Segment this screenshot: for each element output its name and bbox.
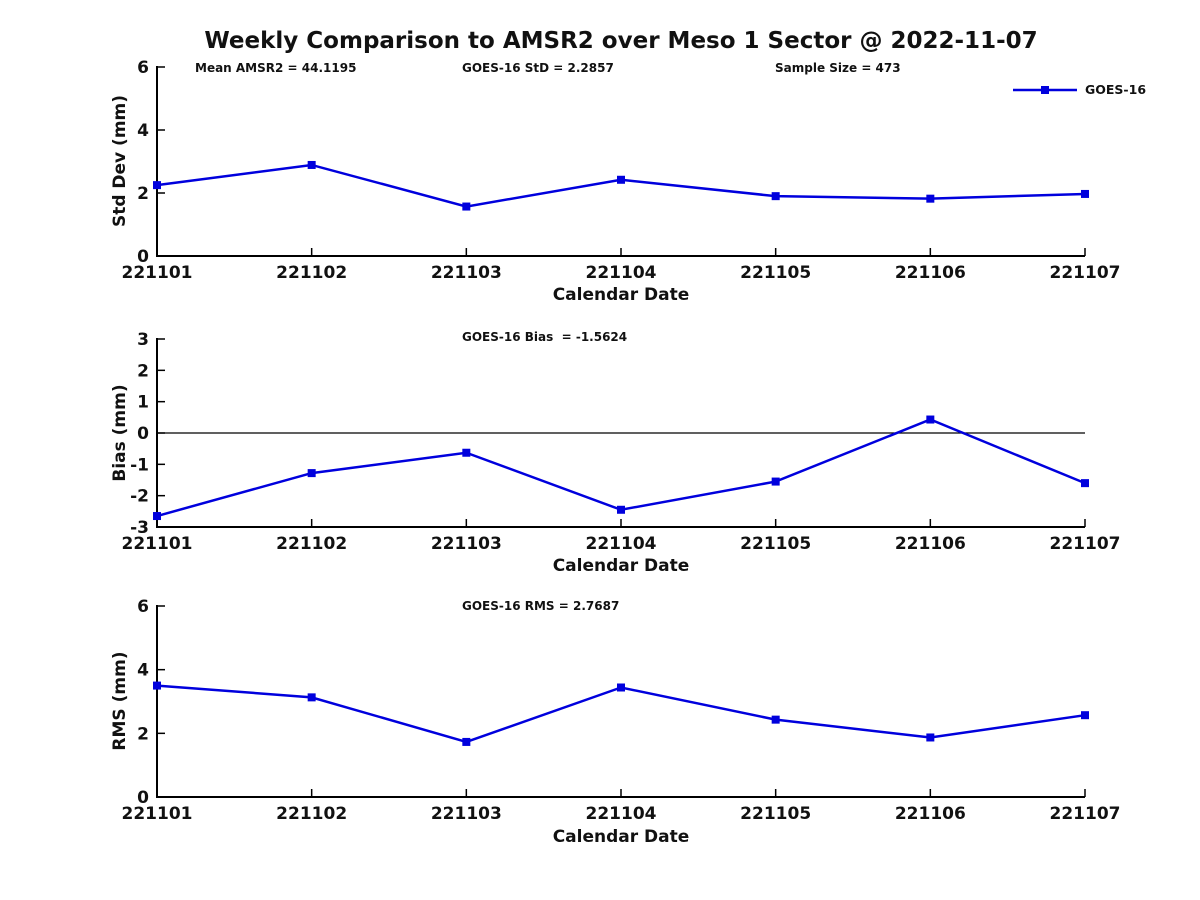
x-tick-label: 221102 [276,804,347,824]
y-tick-label: 3 [137,330,149,350]
data-point-marker [617,683,625,692]
data-point-marker [771,192,780,201]
x-tick-label: 221104 [586,263,657,283]
x-axis-label-1: Calendar Date [552,285,690,305]
data-point-marker [153,512,161,521]
data-point-marker [1081,711,1089,720]
y-tick-label: -3 [130,518,149,538]
y-tick-label: 2 [137,724,149,744]
y-tick-label: -1 [130,455,149,475]
data-point-marker [462,448,471,457]
legend-line-marker-icon [1013,85,1077,94]
x-axis-label-2: Calendar Date [552,556,690,576]
data-point-marker [617,505,625,514]
x-axis-label-3: Calendar Date [552,827,690,847]
data-point-marker [926,733,935,742]
legend: GOES-16 [1012,82,1146,97]
x-tick-label: 221104 [586,804,657,824]
annotation-goes16-bias: GOES-16 Bias = -1.5624 [462,330,628,344]
annotation-goes16-rms: GOES-16 RMS = 2.7687 [462,599,620,613]
y-tick-label: 4 [137,121,149,141]
x-tick-label: 221101 [122,263,193,283]
series-line-goes16 [156,163,1086,208]
x-tick-label: 221103 [431,804,502,824]
data-point-marker [1081,189,1089,198]
x-tick-label: 221103 [431,534,502,554]
x-tick-label: 221107 [1050,804,1121,824]
y-tick-label: 6 [137,597,149,617]
data-point-marker [307,693,316,702]
annotation-mean-amsr2: Mean AMSR2 = 44.1195 [195,61,357,75]
y-tick-label: 1 [137,393,149,413]
x-tick-label: 221101 [122,804,193,824]
data-point-marker [462,737,471,746]
x-tick-label: 221105 [740,804,811,824]
annotation-goes16-std: GOES-16 StD = 2.2857 [462,61,614,75]
legend-label-goes16: GOES-16 [1085,82,1147,97]
data-point-marker [307,160,316,169]
data-point-marker [153,681,161,690]
data-point-marker [307,469,316,478]
data-point-marker [153,181,161,190]
x-tick-label: 221106 [895,534,966,554]
data-point-marker [926,194,935,203]
x-tick-label: 221107 [1050,534,1121,554]
data-point-marker [771,477,780,486]
data-point-marker [926,415,935,424]
figure-title: Weekly Comparison to AMSR2 over Meso 1 S… [204,28,1038,54]
x-tick-label: 221107 [1050,263,1121,283]
y-tick-label: 4 [137,661,149,681]
y-tick-label: 0 [137,424,149,444]
y-tick-label: -2 [130,487,149,507]
x-tick-label: 221102 [276,534,347,554]
data-point-marker [617,175,625,184]
x-tick-label: 221103 [431,263,502,283]
y-tick-label: 2 [137,361,149,381]
y-tick-label: 0 [137,247,149,267]
data-point-marker [771,715,780,724]
x-tick-label: 221104 [586,534,657,554]
x-tick-label: 221105 [740,534,811,554]
series-line-goes16 [156,684,1086,744]
annotation-sample-size: Sample Size = 473 [775,61,901,75]
data-point-marker [1081,479,1089,488]
x-tick-label: 221101 [122,534,193,554]
series-line-goes16 [156,418,1086,518]
y-tick-label: 2 [137,184,149,204]
data-point-marker [462,202,471,211]
x-tick-label: 221106 [895,804,966,824]
x-tick-label: 221106 [895,263,966,283]
y-tick-label: 0 [137,788,149,808]
x-tick-label: 221105 [740,263,811,283]
x-tick-label: 221102 [276,263,347,283]
y-tick-label: 6 [137,58,149,78]
